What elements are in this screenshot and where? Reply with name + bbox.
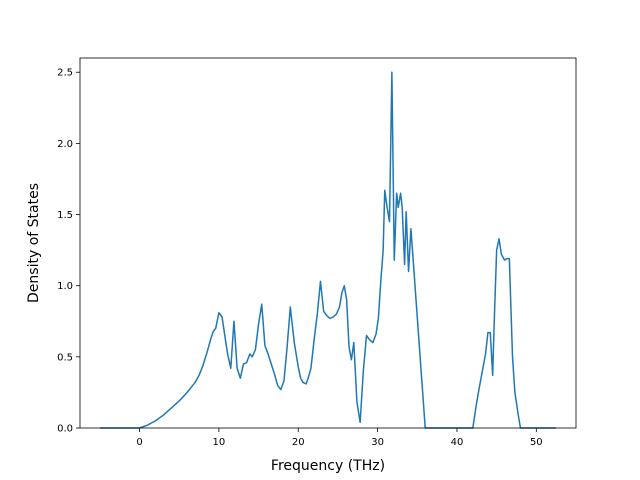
y-tick-label: 2.0 — [57, 139, 73, 150]
x-tick-label: 10 — [213, 437, 226, 448]
y-tick-label: 0.0 — [57, 424, 73, 435]
x-tick-label: 50 — [530, 437, 543, 448]
y-axis-label: Density of States — [26, 183, 42, 303]
x-axis-label: Frequency (THz) — [271, 458, 385, 474]
x-axis-ticks: 0 10 20 30 40 50 — [136, 428, 543, 448]
x-tick-label: 0 — [136, 437, 142, 448]
x-tick-label: 40 — [451, 437, 464, 448]
plot-area — [80, 58, 576, 428]
x-tick-label: 20 — [292, 437, 305, 448]
y-tick-label: 1.5 — [57, 210, 73, 221]
y-tick-label: 2.5 — [57, 68, 73, 79]
dos-line — [99, 71, 557, 429]
y-axis-ticks: 0.0 0.5 1.0 1.5 2.0 2.5 — [57, 68, 80, 435]
x-tick-label: 30 — [371, 437, 384, 448]
y-tick-label: 0.5 — [57, 352, 73, 363]
y-tick-label: 1.0 — [57, 281, 73, 292]
plot-frame — [79, 57, 577, 429]
